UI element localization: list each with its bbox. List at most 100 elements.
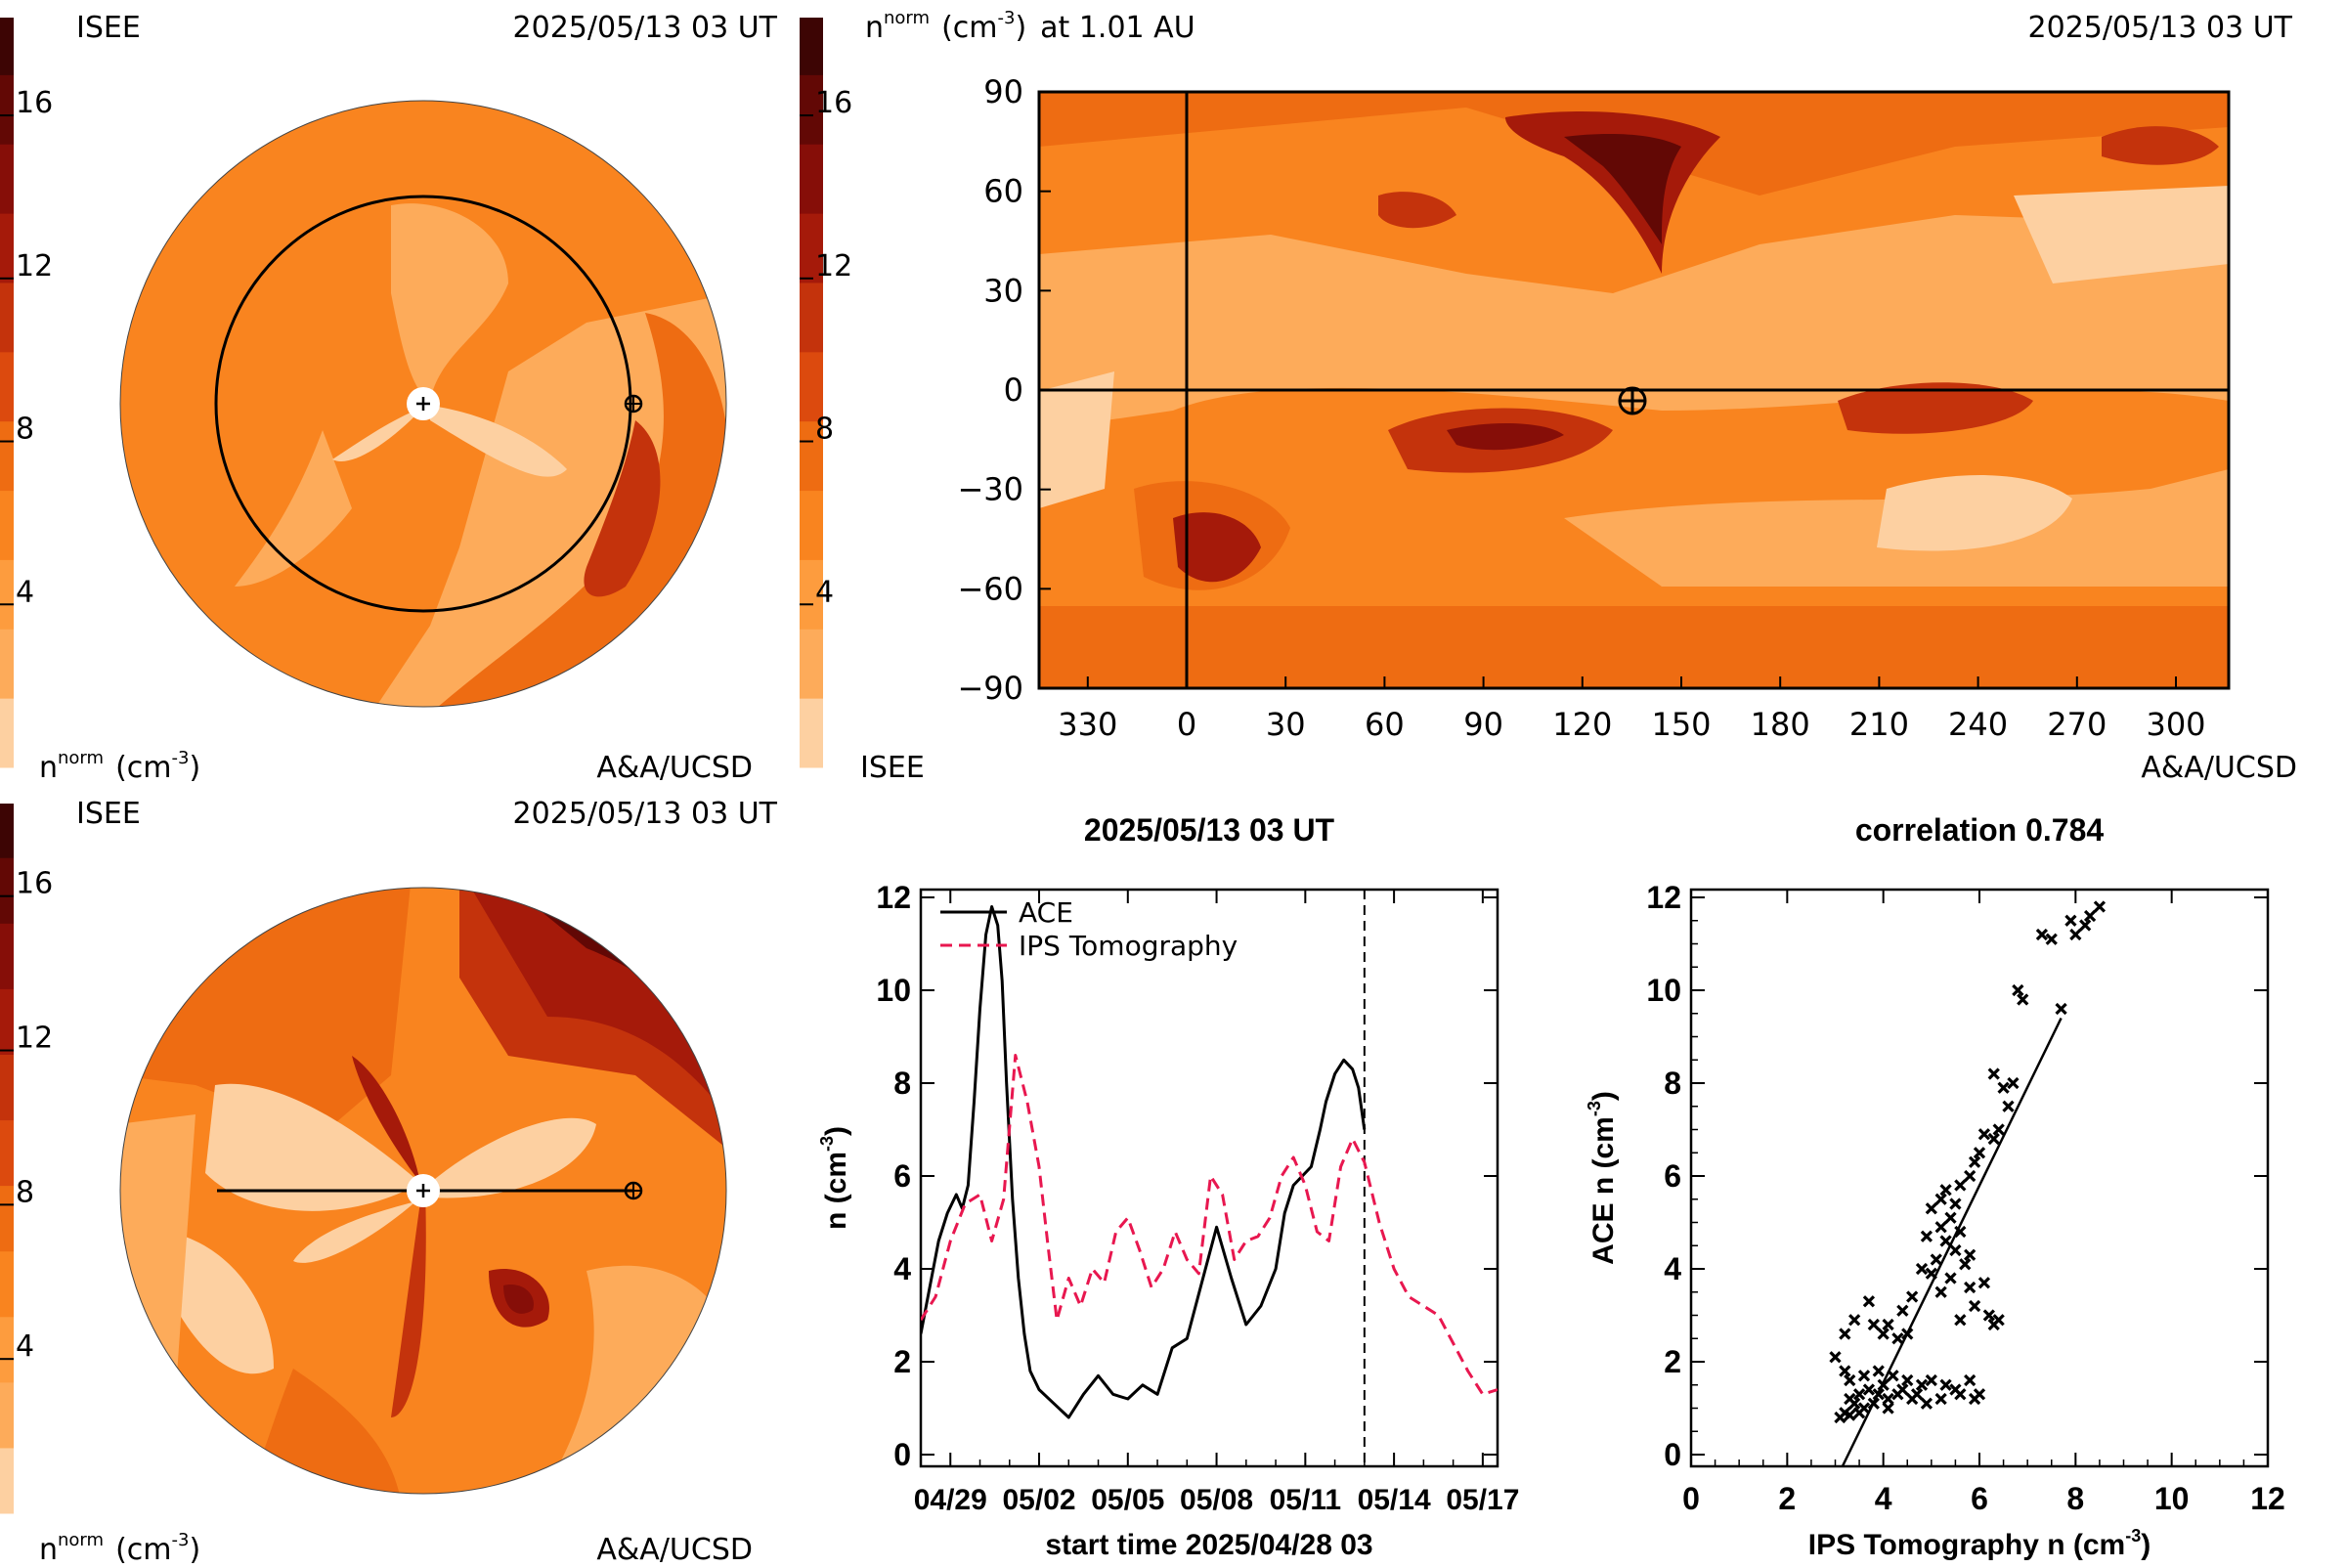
scatter-point: [1959, 1258, 1972, 1271]
map-y-tick-label: −60: [957, 570, 1023, 607]
scatter-points: [1829, 900, 2107, 1424]
colorbar-segment: [0, 1119, 14, 1187]
series-line-ace: [921, 905, 1367, 1419]
scatter-point: [1964, 1169, 1977, 1183]
sc-y-tick-label: 8: [1664, 1066, 1681, 1101]
map-y-tick-label: −30: [957, 471, 1023, 508]
scatter-point: [1925, 1202, 1937, 1215]
colorbar-segment: [800, 282, 823, 353]
svg-text:IPS Tomography n (cm-3): IPS Tomography n (cm-3): [1808, 1526, 2151, 1561]
panel-time-series: 2025/05/13 03 UT 0 2 4 6 8 10 12 04/29 05/02 05/0…: [817, 812, 1519, 1561]
map-x-tick-label: 210: [1849, 706, 1909, 743]
scatter-point: [1920, 1397, 1933, 1410]
scatter-point: [1844, 1373, 1856, 1387]
timeseries-ylabel: n (cm-3): [817, 1126, 852, 1230]
colorbar-segment: [800, 420, 823, 492]
timestamp-label-bottom: 2025/05/13 03 UT: [513, 797, 778, 831]
sc-x-tick-label: 2: [1778, 1481, 1796, 1516]
panel-bottom-left-disk: ISEE 2025/05/13 03 UT 4 8 12 16: [0, 797, 778, 1567]
scatter-point: [2055, 1002, 2067, 1016]
ts-x-tick-label: 05/17: [1446, 1484, 1519, 1516]
colorbar-tick-label: 12: [16, 249, 53, 283]
map-timestamp-label: 2025/05/13 03 UT: [2028, 11, 2293, 45]
sc-y-tick-label: 10: [1646, 973, 1681, 1008]
scatter-axes: 0 2 4 6 8 10 12 0 2 4 6 8 10 12: [1646, 880, 2284, 1516]
scatter-point: [1867, 1318, 1880, 1331]
scatter-point: [1968, 1155, 1981, 1168]
scatter-point: [1848, 1314, 1861, 1327]
scatter-point: [1848, 1397, 1861, 1410]
ts-y-tick-label: 0: [893, 1437, 911, 1472]
legend-label-ace: ACE: [1019, 896, 1073, 929]
scatter-point: [1882, 1402, 1894, 1415]
map-x-tick-label: 180: [1751, 706, 1810, 743]
scatter-point: [1844, 1409, 1856, 1421]
map-x-tick-label: 60: [1365, 706, 1405, 743]
colorbar-segment: [800, 213, 823, 283]
map-y-tick-label: 60: [983, 173, 1023, 210]
map-x-tick-label: 330: [1058, 706, 1117, 743]
colorbar-segment: [0, 1447, 14, 1514]
ts-x-tick-label: 05/05: [1091, 1484, 1164, 1516]
sc-x-tick-label: 12: [2250, 1481, 2285, 1516]
scatter-point: [1852, 1388, 1866, 1401]
ts-y-tick-label: 2: [893, 1344, 911, 1379]
scatter-point: [1906, 1290, 1919, 1303]
scatter-point: [2002, 1100, 2015, 1112]
earth-marker-map: [1618, 386, 1647, 415]
colorbar-tick-label: 8: [16, 413, 34, 447]
timeseries-lines: [921, 905, 1498, 1419]
sc-x-tick-label: 8: [2066, 1481, 2084, 1516]
colorbar-segment: [0, 74, 14, 145]
scatter-point: [1915, 1378, 1929, 1391]
scatter-point: [1954, 1179, 1967, 1192]
scatter-ylabel: ACE n (cm-3): [1585, 1091, 1620, 1265]
sc-y-tick-label: 4: [1664, 1251, 1681, 1286]
scatter-point: [1934, 1285, 1947, 1298]
scatter-title: correlation 0.784: [1855, 812, 2105, 848]
scatter-point: [1977, 1277, 1991, 1289]
map-y-tick-label: 30: [983, 272, 1023, 309]
scatter-point: [1882, 1318, 1894, 1331]
colorbar-tick-label: 4: [16, 575, 34, 609]
colorbar-title-top-left: nnorm (cm-3): [39, 748, 200, 785]
scatter-point: [1862, 1383, 1876, 1396]
scatter-point: [1920, 1230, 1933, 1242]
colorbar-segment: [0, 144, 14, 214]
scatter-point: [1954, 1388, 1967, 1401]
colorbar-segment: [0, 18, 14, 75]
scatter-point: [1934, 1392, 1947, 1406]
scatter-point: [1930, 1253, 1942, 1266]
sc-x-tick-label: 6: [1971, 1481, 1988, 1516]
colorbar-segment: [800, 490, 823, 560]
earth-marker: [624, 394, 643, 414]
scatter-point: [1939, 1184, 1952, 1197]
ts-x-tick-label: 05/02: [1002, 1484, 1075, 1516]
scatter-point: [2017, 993, 2029, 1006]
scatter-point: [2064, 914, 2077, 927]
scatter-point: [1964, 1281, 1977, 1294]
colorbar-tick-label: 16: [16, 86, 53, 120]
svg-text:nnorm(cm-3)at 1.01 AU: nnorm (cm-3) at 1.01 AU: [865, 8, 1195, 45]
svg-text:n (cm-3): n (cm-3): [817, 1126, 852, 1230]
scatter-point: [1964, 1373, 1977, 1387]
ts-x-tick-label: 05/11: [1270, 1484, 1341, 1516]
ts-y-tick-label: 6: [893, 1158, 911, 1194]
sc-x-tick-label: 10: [2154, 1481, 2190, 1516]
colorbar-segment: [0, 559, 14, 630]
scatter-point: [1934, 1193, 1947, 1205]
map-x-tick-label: 150: [1651, 706, 1711, 743]
scatter-point: [1910, 1388, 1924, 1401]
scatter-point: [1857, 1370, 1871, 1382]
scatter-point: [1872, 1365, 1885, 1377]
scatter-point: [1987, 1318, 2000, 1331]
scatter-point: [1982, 1309, 1995, 1322]
credit-left-label: ISEE: [76, 11, 141, 45]
timeseries-title: 2025/05/13 03 UT: [1084, 812, 1335, 848]
svg-text:ACE n (cm-3): ACE n (cm-3): [1585, 1091, 1620, 1265]
panel-top-left-disk: ISEE 2025/05/13 03 UT 4 8 12 16 nnorm (cm-3)…: [0, 11, 778, 785]
scatter-point: [1877, 1378, 1890, 1391]
scatter-point: [2083, 909, 2097, 923]
scatter-point: [1867, 1397, 1880, 1410]
